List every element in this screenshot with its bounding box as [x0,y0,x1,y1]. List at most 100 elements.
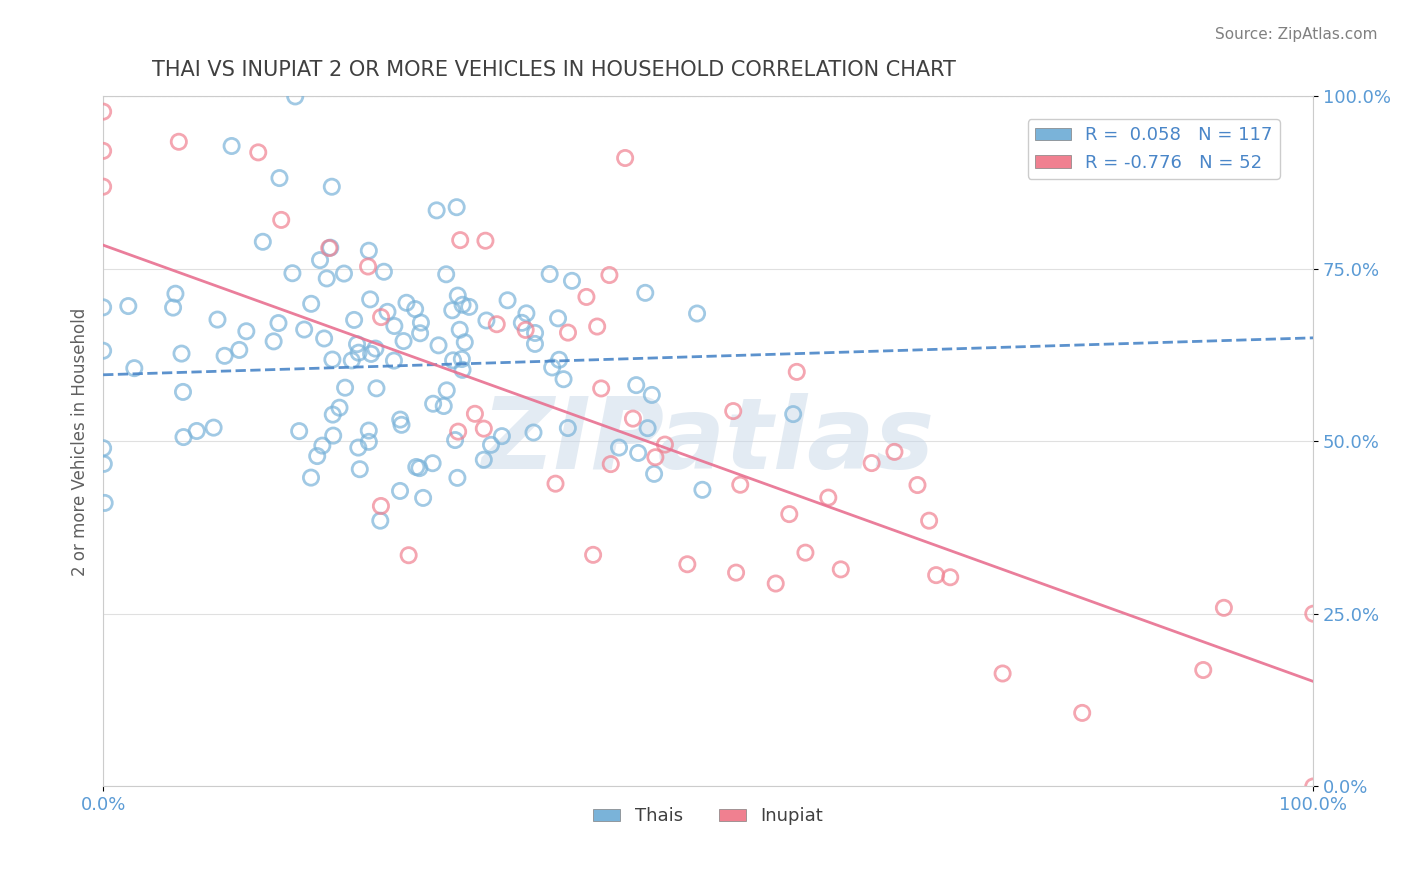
Point [544,476,567,491]
Point [389,412,412,426]
Point [91,343,114,358]
Point [172,384,194,399]
Point [405,460,427,475]
Point [548,352,571,367]
Point [447,288,470,302]
Point [557,326,579,340]
Point [309,253,332,268]
Point [472,452,495,467]
Point [523,337,546,351]
Point [860,456,883,470]
Point [575,290,598,304]
Point [626,378,648,392]
Point [377,305,399,319]
Point [307,449,329,463]
Point [357,434,380,449]
Point [328,401,350,415]
Point [1302,780,1324,794]
Point [370,499,392,513]
Point [1071,706,1094,720]
Point [598,268,620,282]
Point [614,151,637,165]
Point [817,491,839,505]
Point [524,326,547,340]
Point [433,399,456,413]
Point [288,424,311,438]
Point [427,338,450,352]
Point [449,233,471,247]
Point [364,342,387,356]
Point [373,265,395,279]
Point [228,343,250,357]
Point [728,477,751,491]
Point [315,271,337,285]
Point [318,241,340,255]
Point [778,507,800,521]
Point [925,568,948,582]
Point [939,570,962,584]
Point [441,303,464,318]
Point [422,397,444,411]
Point [541,360,564,375]
Point [360,347,382,361]
Point [422,456,444,470]
Point [91,104,114,119]
Point [444,433,467,447]
Point [907,478,929,492]
Point [515,323,537,337]
Legend: Thais, Inupiat: Thais, Inupiat [586,800,831,832]
Point [582,548,605,562]
Point [322,428,344,442]
Point [382,318,405,333]
Point [830,562,852,576]
Point [446,471,468,485]
Point [782,407,804,421]
Point [267,316,290,330]
Point [607,441,630,455]
Point [627,446,650,460]
Point [1302,607,1324,621]
Point [263,334,285,349]
Point [474,234,496,248]
Point [409,326,432,341]
Y-axis label: 2 or more Vehicles in Household: 2 or more Vehicles in Household [72,308,89,575]
Point [170,346,193,360]
Point [458,300,481,314]
Point [165,286,187,301]
Point [322,408,344,422]
Point [436,384,458,398]
Point [357,260,380,274]
Point [451,363,474,377]
Point [346,337,368,351]
Point [91,179,114,194]
Point [162,301,184,315]
Point [475,313,498,327]
Point [284,89,307,103]
Point [447,425,470,439]
Point [292,322,315,336]
Point [370,310,392,324]
Point [333,381,356,395]
Point [561,274,583,288]
Point [786,365,808,379]
Point [91,441,114,455]
Point [235,324,257,338]
Point [522,425,544,440]
Point [319,241,342,255]
Point [412,491,434,505]
Point [347,345,370,359]
Point [553,372,575,386]
Point [281,266,304,280]
Point [214,349,236,363]
Point [721,404,744,418]
Point [599,457,621,471]
Point [321,179,343,194]
Point [93,457,115,471]
Point [510,316,533,330]
Point [391,417,413,432]
Point [357,424,380,438]
Point [794,546,817,560]
Point [93,496,115,510]
Text: ZIPatlas: ZIPatlas [482,393,935,490]
Point [321,352,343,367]
